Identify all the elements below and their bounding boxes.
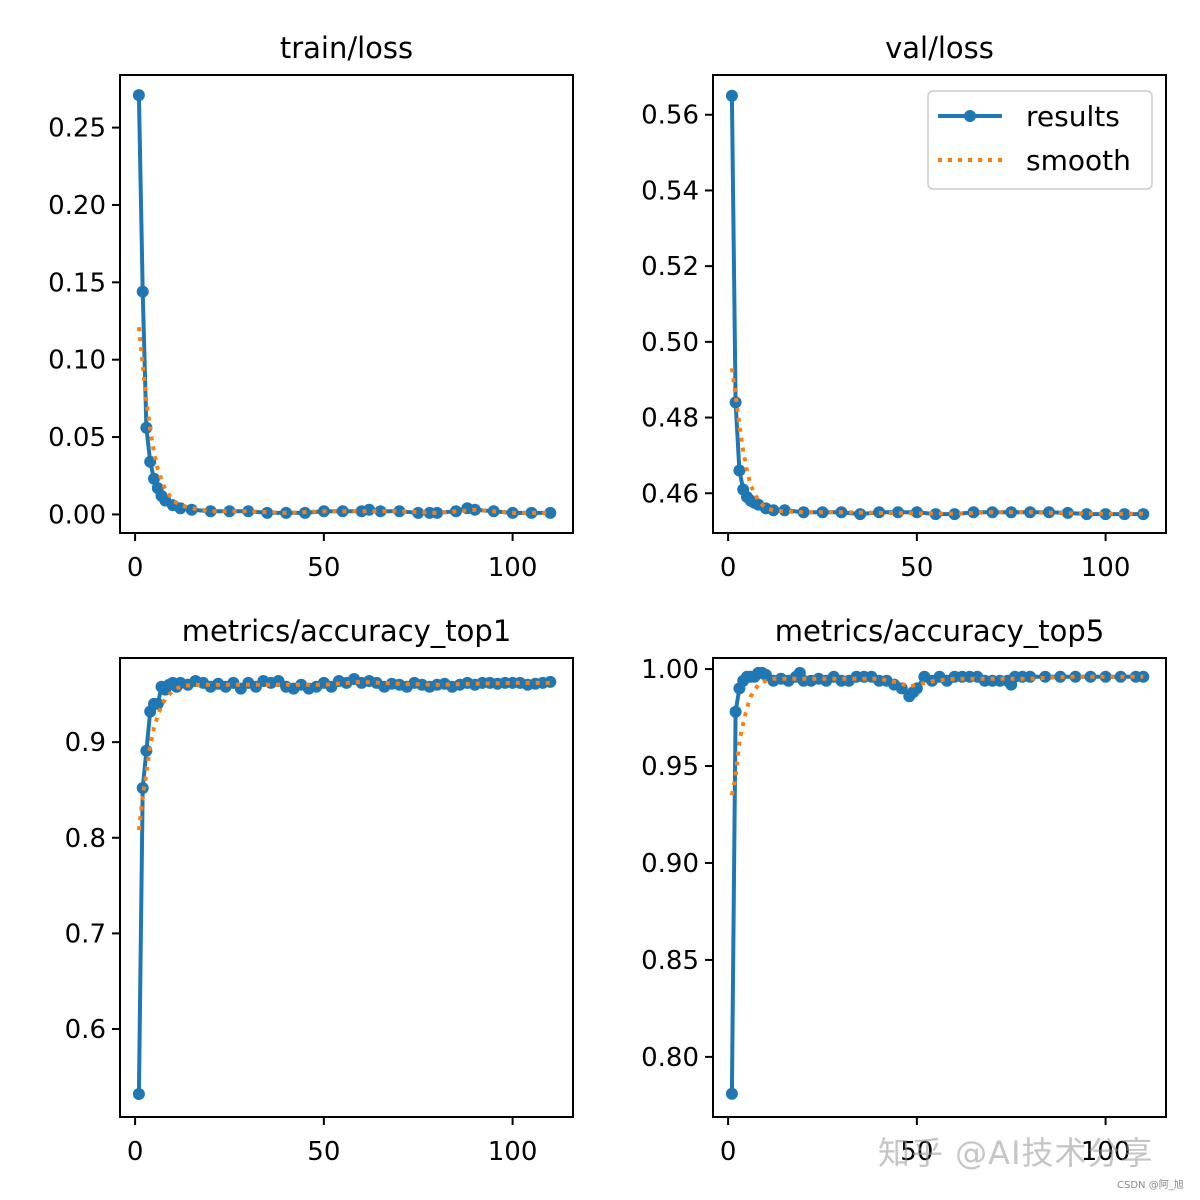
subplot-title: train/loss: [280, 31, 413, 65]
data-point: [1099, 670, 1112, 683]
data-point: [144, 455, 157, 468]
subplot-2: val/loss 0 50 100 0.46 0.48 0.50 0.52 0.54 0.56 re…: [641, 31, 1167, 583]
data-point: [929, 508, 942, 521]
x-tick-label: 100: [1081, 1137, 1131, 1167]
data-point: [1080, 508, 1093, 521]
x-tick-label: 50: [900, 553, 933, 583]
data-point: [1099, 508, 1112, 521]
data-point: [136, 285, 149, 298]
y-tick-label: 0.15: [48, 268, 106, 298]
y-tick-label: 0.52: [641, 252, 699, 282]
data-point: [140, 421, 153, 434]
y-tick-label: 0.95: [641, 752, 699, 782]
series-results-line: [729, 670, 1144, 1094]
data-point: [729, 396, 742, 409]
data-point: [374, 505, 387, 518]
subplot-title: metrics/accuracy_top1: [182, 614, 512, 648]
series-results-line: [136, 95, 551, 515]
subplot-4: metrics/accuracy_top5 0 50 100 0.80 0.85 0.90 0…: [641, 614, 1167, 1167]
data-point: [725, 1087, 738, 1100]
data-point: [1118, 508, 1131, 521]
y-tick-label: 0.85: [641, 946, 699, 976]
data-point: [778, 504, 791, 517]
data-point: [261, 506, 274, 519]
subplot-title: metrics/accuracy_top5: [775, 614, 1105, 648]
y-tick-label: 1.00: [641, 655, 699, 685]
subplot-title: val/loss: [885, 31, 994, 65]
x-tick-label: 0: [720, 1137, 737, 1167]
series-results-line: [136, 677, 551, 1095]
axes-frame: [712, 74, 1167, 534]
y-tick-label: 0.10: [48, 346, 106, 376]
data-point: [892, 506, 904, 519]
data-point: [525, 506, 538, 519]
data-point: [132, 89, 145, 102]
subplot-1: train/loss 0 50 100 0.00 0.05 0.10 0.15 0.20 0.25: [48, 31, 574, 583]
y-tick-label: 0.48: [641, 404, 699, 434]
x-tick-label: 100: [1081, 553, 1131, 583]
axes-frame: [712, 657, 1167, 1118]
x-tick-label: 0: [720, 553, 737, 583]
legend-results-label: results: [1026, 100, 1120, 133]
x-tick-label: 50: [900, 1137, 933, 1167]
axes-frame: [119, 74, 574, 534]
series-smooth-line: [729, 674, 1144, 796]
data-point: [132, 1088, 145, 1100]
x-tick-label: 0: [127, 1137, 144, 1167]
data-point: [729, 705, 742, 718]
y-tick-label: 0.6: [65, 1015, 106, 1045]
y-tick-label: 0.05: [48, 423, 106, 453]
legend-smooth-label: smooth: [1026, 144, 1131, 177]
x-tick-label: 100: [488, 1137, 538, 1167]
data-point: [151, 697, 164, 710]
data-point: [733, 464, 746, 477]
data-point: [1061, 506, 1074, 519]
series-smooth-line: [729, 368, 1144, 516]
data-point: [393, 505, 406, 518]
data-point: [967, 506, 980, 519]
x-tick-label: 50: [307, 553, 340, 583]
series-smooth-line: [136, 679, 551, 831]
data-point: [412, 506, 425, 519]
data-point: [1054, 670, 1067, 683]
data-point: [242, 505, 255, 518]
data-point: [725, 89, 738, 102]
y-tick-label: 0.80: [641, 1043, 699, 1073]
y-tick-label: 0.00: [48, 500, 106, 530]
x-tick-label: 100: [488, 553, 538, 583]
y-tick-label: 0.50: [641, 328, 699, 358]
data-point: [948, 508, 961, 521]
y-tick-label: 0.25: [48, 114, 106, 144]
data-point: [148, 472, 160, 485]
y-tick-label: 0.20: [48, 191, 106, 221]
y-tick-label: 0.46: [641, 479, 699, 509]
y-tick-label: 0.90: [641, 849, 699, 879]
y-tick-label: 0.8: [65, 824, 106, 854]
y-tick-label: 0.54: [641, 176, 699, 206]
y-tick-label: 0.56: [641, 101, 699, 131]
data-point: [431, 506, 444, 519]
legend: results smooth: [927, 90, 1153, 190]
credit-text: CSDN @阿_旭: [1117, 1180, 1184, 1191]
watermark-text: 知乎 @AI技术分享: [878, 1134, 1154, 1172]
data-point: [204, 505, 217, 518]
data-point: [797, 506, 810, 519]
y-tick-label: 0.7: [65, 919, 106, 949]
data-point: [223, 505, 236, 518]
legend-results-marker: [964, 110, 976, 122]
data-point: [544, 506, 557, 519]
y-tick-label: 0.9: [65, 728, 106, 758]
data-point: [1137, 508, 1150, 521]
data-point: [1084, 670, 1097, 683]
data-point: [1069, 670, 1082, 683]
subplot-3: metrics/accuracy_top1 0 50 100 0.6 0.7 0.8 0.9: [65, 614, 574, 1167]
series-smooth-line: [136, 326, 551, 515]
x-tick-label: 0: [127, 553, 144, 583]
axes-frame: [119, 657, 574, 1118]
x-tick-label: 50: [307, 1137, 340, 1167]
data-point: [767, 504, 780, 517]
